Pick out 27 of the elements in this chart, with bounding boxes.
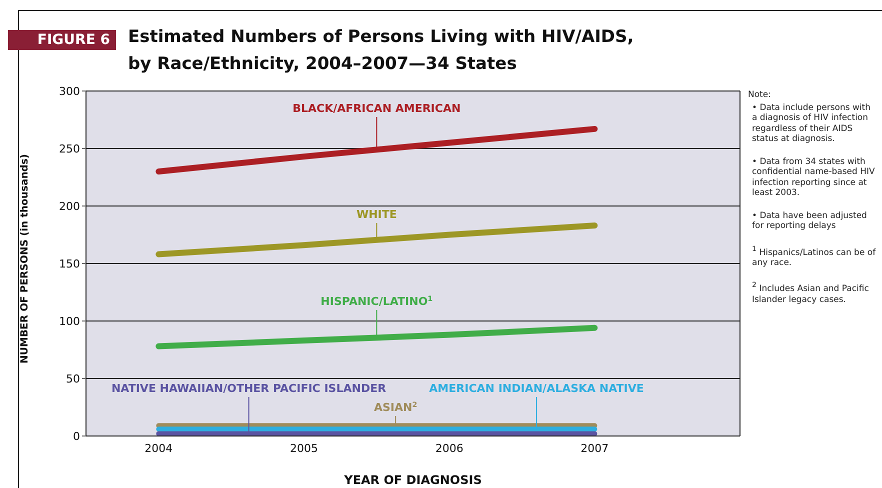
- y-tick-label: 100: [59, 314, 80, 328]
- text: Note:: [748, 90, 772, 100]
- text: $^{1}$ Hispanics/Latinos can be of any race.: [751, 244, 877, 268]
- x-tick-label: 2007: [580, 442, 609, 455]
- y-tick-label: 200: [59, 200, 80, 213]
- y-tick-label: 300: [59, 84, 80, 98]
- text: AMERICAN INDIAN/ALASKA NATIVE: [429, 382, 644, 395]
- x-axis-title: YEAR OF DIAGNOSIS: [343, 473, 482, 487]
- y-tick-label: 0: [73, 430, 80, 443]
- text: • Data include persons with a diagnosis of HIV infection regardless of their AIDS status at diagnosis.: [751, 102, 872, 144]
- series-label: WHITE: [356, 208, 397, 221]
- x-tick-label: 2004: [144, 442, 173, 455]
- text: HISPANIC/LATINO$^{1}$: [320, 294, 433, 308]
- y-tick-label: 50: [66, 372, 80, 386]
- chart-title: Estimated Numbers of Persons Living with HIV/AIDS, by Race/Ethnicity, 2004–2007—34 States: [128, 26, 635, 76]
- y-tick-label: 250: [59, 142, 80, 156]
- x-tick-label: 2006: [435, 442, 464, 455]
- y-axis-title: NUMBER OF PERSONS (in thousands): [20, 154, 31, 364]
- x-tick-label: 2005: [290, 442, 318, 455]
- text: $^{2}$ Includes Asian and Pacific Islander legacy cases.: [751, 280, 870, 306]
- y-tick-label: 150: [59, 257, 80, 270]
- series-label: ASIAN$^{2}$: [374, 400, 418, 414]
- chart-subtitle: FIGURE 6: [8, 30, 116, 50]
- text: NATIVE HAWAIIAN/OTHER PACIFIC ISLANDER: [111, 382, 387, 395]
- text: • Data from 34 states with confidential name-based HIV infection reporting since at least 2003.: [751, 156, 876, 198]
- text: BLACK/AFRICAN AMERICAN: [292, 102, 461, 115]
- text: • Data have been adjusted for reporting delays: [751, 210, 868, 232]
